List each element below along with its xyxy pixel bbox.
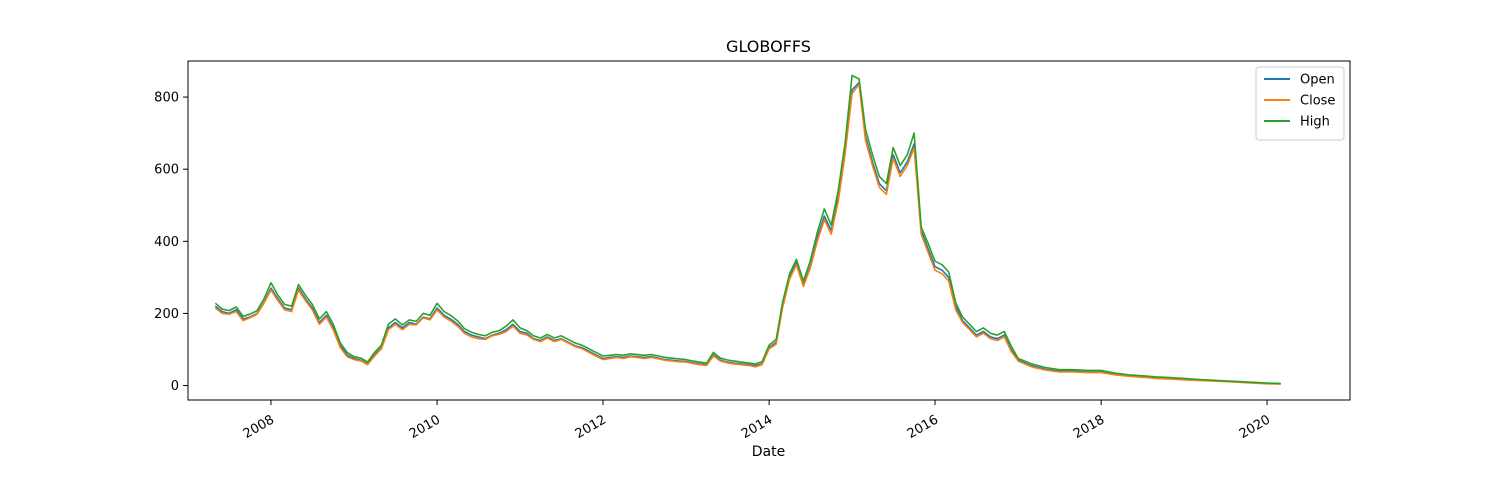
- y-tick-label: 600: [154, 163, 179, 178]
- y-tick-label: 400: [154, 235, 179, 250]
- legend-label-high: High: [1300, 115, 1330, 130]
- series-line-close: [214, 83, 1281, 385]
- series-layer: [214, 74, 1281, 385]
- chart-title: GLOBOFFS: [726, 37, 811, 56]
- x-axis-title: Date: [752, 444, 785, 460]
- x-tick-label: 2010: [407, 412, 443, 442]
- legend-label-close: Close: [1300, 94, 1335, 109]
- series-line-open: [214, 81, 1281, 385]
- x-tick-label: 2016: [905, 412, 941, 442]
- y-tick-label: 0: [171, 379, 179, 394]
- y-axis-ticks: 0 200 400 600 800: [154, 91, 188, 394]
- x-tick-label: 2018: [1071, 412, 1107, 442]
- x-tick-label: 2012: [573, 412, 609, 442]
- legend: Open Close High: [1255, 66, 1345, 141]
- x-tick-label: 2020: [1237, 412, 1273, 442]
- x-axis-ticks: 2008 2010 2012 2014 2016 2018 2020: [241, 400, 1273, 442]
- x-tick-label: 2014: [739, 412, 775, 442]
- legend-label-open: Open: [1300, 73, 1335, 88]
- series-line-high: [214, 74, 1281, 385]
- y-tick-label: 200: [154, 307, 179, 322]
- x-tick-label: 2008: [241, 412, 277, 442]
- y-tick-label: 800: [154, 91, 179, 106]
